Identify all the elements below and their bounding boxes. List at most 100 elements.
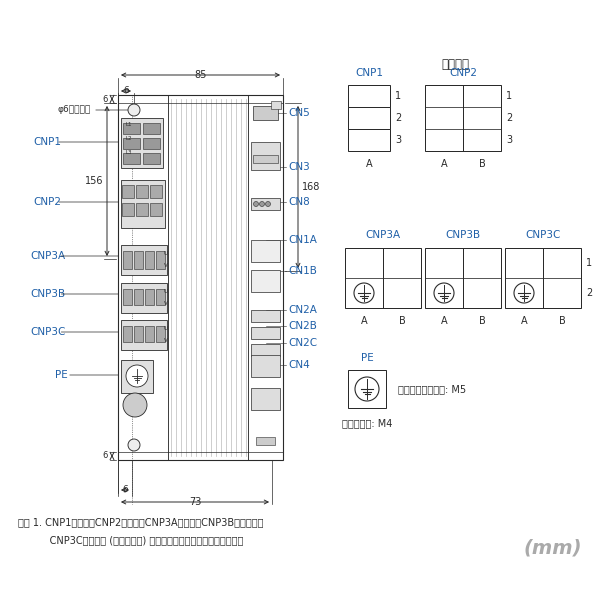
Bar xyxy=(251,344,280,356)
Text: C: C xyxy=(440,113,448,123)
Bar xyxy=(145,326,154,342)
Text: 6: 6 xyxy=(123,86,129,95)
Bar xyxy=(150,185,162,198)
Text: CNP3Cコネクタ (挿入タイプ) はサーボアンプに付属しています。: CNP3Cコネクタ (挿入タイプ) はサーボアンプに付属しています。 xyxy=(34,535,244,545)
Bar xyxy=(251,327,280,339)
Text: L2: L2 xyxy=(362,113,376,123)
Text: V: V xyxy=(558,286,566,299)
Text: W: W xyxy=(518,257,530,269)
Bar xyxy=(505,248,581,308)
Bar xyxy=(425,248,501,308)
Bar xyxy=(134,251,143,269)
Text: 3: 3 xyxy=(506,135,512,145)
Text: CNP3C: CNP3C xyxy=(30,327,65,337)
Bar xyxy=(122,203,134,216)
Text: 73: 73 xyxy=(189,497,201,507)
Text: CN5: CN5 xyxy=(288,108,310,118)
Text: CN2A: CN2A xyxy=(288,305,317,315)
Circle shape xyxy=(260,202,265,206)
Bar xyxy=(253,155,278,163)
Text: 1: 1 xyxy=(506,258,512,268)
Text: PE: PE xyxy=(361,353,373,363)
Text: 168: 168 xyxy=(302,182,320,192)
Text: L3: L3 xyxy=(362,135,376,145)
Text: L1: L1 xyxy=(362,91,376,101)
Bar xyxy=(156,326,165,342)
Circle shape xyxy=(128,104,140,116)
Text: CN2B: CN2B xyxy=(288,321,317,331)
Bar xyxy=(121,118,163,168)
Text: 6: 6 xyxy=(103,451,108,461)
Text: 注） 1. CNP1コネクタCNP2コネクタCNP3AコネクタCNP3Bコネクタ、: 注） 1. CNP1コネクタCNP2コネクタCNP3AコネクタCNP3Bコネクタ… xyxy=(18,517,263,527)
Text: 3: 3 xyxy=(395,135,401,145)
Text: 2: 2 xyxy=(426,288,432,298)
Text: CNP3A: CNP3A xyxy=(30,251,65,261)
Bar xyxy=(123,138,140,149)
Text: V: V xyxy=(164,301,168,306)
Text: U: U xyxy=(398,257,406,269)
Bar xyxy=(121,360,153,393)
Circle shape xyxy=(123,393,147,417)
Bar xyxy=(121,283,167,313)
Text: 85: 85 xyxy=(194,70,206,80)
Text: 端子配列: 端子配列 xyxy=(441,58,469,71)
Bar xyxy=(136,185,148,198)
Text: φ6取付け穴: φ6取付け穴 xyxy=(57,106,131,115)
Text: V: V xyxy=(478,286,486,299)
Text: CN4: CN4 xyxy=(288,360,310,370)
Circle shape xyxy=(265,202,271,206)
Bar xyxy=(156,251,165,269)
Text: CNP3C: CNP3C xyxy=(526,230,560,240)
Circle shape xyxy=(128,439,140,451)
Text: V: V xyxy=(398,286,406,299)
Text: 1: 1 xyxy=(395,91,401,101)
Circle shape xyxy=(514,283,534,303)
Text: A: A xyxy=(361,316,367,326)
Text: 2: 2 xyxy=(506,288,512,298)
Bar xyxy=(121,320,167,350)
Bar xyxy=(425,85,501,151)
Circle shape xyxy=(126,365,148,387)
Bar xyxy=(348,107,390,129)
Text: CN1B: CN1B xyxy=(288,266,317,276)
Bar xyxy=(145,289,154,305)
Bar xyxy=(345,248,421,308)
Text: 取付けねじサイズ: M5: 取付けねじサイズ: M5 xyxy=(398,384,466,394)
Bar xyxy=(121,180,165,228)
Text: CNP2: CNP2 xyxy=(33,197,61,207)
Text: CNP2: CNP2 xyxy=(449,68,477,78)
Bar xyxy=(271,101,281,109)
Bar xyxy=(123,251,132,269)
Text: U: U xyxy=(164,289,168,294)
Text: P+: P+ xyxy=(437,91,451,101)
Text: A: A xyxy=(365,159,373,169)
Bar xyxy=(251,240,280,262)
Text: A: A xyxy=(440,316,448,326)
Text: B: B xyxy=(479,159,485,169)
Text: 1: 1 xyxy=(586,258,592,268)
Text: A: A xyxy=(440,159,448,169)
Bar xyxy=(136,203,148,216)
Text: CNP3B: CNP3B xyxy=(30,289,65,299)
Text: L1: L1 xyxy=(125,122,131,127)
Text: W: W xyxy=(358,257,370,269)
Text: 2: 2 xyxy=(395,113,401,123)
Bar xyxy=(123,289,132,305)
Text: (mm): (mm) xyxy=(523,539,582,557)
Text: 2: 2 xyxy=(506,113,512,123)
Text: CN2C: CN2C xyxy=(288,338,317,348)
Bar xyxy=(143,123,160,134)
Bar xyxy=(134,326,143,342)
Text: A: A xyxy=(521,316,527,326)
Text: 6: 6 xyxy=(103,94,108,103)
Bar xyxy=(348,129,390,151)
Text: CN8: CN8 xyxy=(288,197,310,207)
Bar xyxy=(123,123,140,134)
Text: U: U xyxy=(558,257,566,269)
Bar xyxy=(150,203,162,216)
Text: L2: L2 xyxy=(125,136,131,141)
Text: L21: L21 xyxy=(473,113,491,123)
Circle shape xyxy=(354,283,374,303)
Bar xyxy=(256,437,275,445)
Bar xyxy=(251,270,280,292)
